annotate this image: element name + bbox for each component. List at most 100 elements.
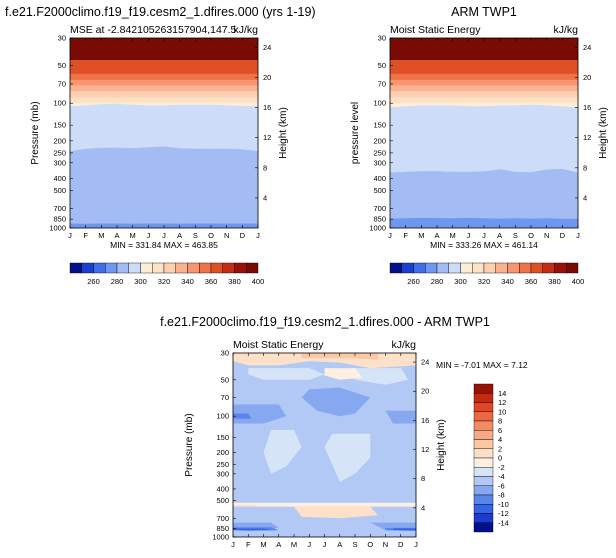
y-tick-label: 150: [373, 121, 386, 130]
chart-title: ARM TWP1: [451, 5, 517, 19]
x-tick-label: S: [193, 231, 198, 240]
x-tick-label: S: [352, 540, 357, 549]
x-tick-label: N: [544, 231, 549, 240]
y-tick-label: 250: [53, 148, 66, 157]
x-tick-label: M: [260, 540, 266, 549]
y-tick-label: 250: [216, 460, 229, 469]
y2-tick-label: 4: [263, 193, 267, 202]
contour-patch: [301, 387, 371, 417]
colorbar-label: 320: [478, 277, 491, 286]
y-tick-label: 850: [373, 215, 386, 224]
y2-tick-label: 4: [421, 503, 425, 512]
y-tick-label: 150: [53, 121, 66, 130]
x-tick-label: N: [383, 540, 388, 549]
colorbar-label: 4: [498, 435, 502, 444]
y-tick-label: 50: [221, 375, 229, 384]
x-tick-label: A: [276, 540, 281, 549]
colorbar-cell: [473, 383, 494, 394]
colorbar-label: 280: [431, 277, 444, 286]
colorbar-cell: [152, 262, 165, 274]
contour-patch: [233, 502, 416, 507]
y-tick-label: 500: [373, 186, 386, 195]
colorbar-cell: [128, 262, 141, 274]
colorbar-cell: [413, 262, 426, 274]
y-tick-label: 100: [216, 412, 229, 421]
y-tick-label: 400: [373, 174, 386, 183]
colorbar-cell: [175, 262, 188, 274]
colorbar-label: -8: [498, 491, 505, 500]
colorbar-cell: [554, 262, 567, 274]
contour-patch: [233, 413, 252, 419]
x-tick-label: J: [162, 231, 166, 240]
colorbar-label: 300: [454, 277, 467, 286]
colorbar-label: 400: [572, 277, 585, 286]
colorbar: 260 280 300 320 340 360 380 400: [69, 262, 264, 286]
y-axis-label: Pressure (mb): [30, 101, 41, 164]
y-tick-label: 1000: [212, 533, 229, 542]
y2-tick-label: 8: [583, 163, 587, 172]
colorbar-cell: [436, 262, 449, 274]
x-tick-label: D: [398, 540, 404, 549]
plot-left-label: Moist Static Energy: [233, 339, 324, 351]
colorbar-cell: [425, 262, 438, 274]
colorbar-cell: [222, 262, 235, 274]
chart-mse-difference: f.e21.F2000climo.f19_f19.cesm2_1.dfires.…: [160, 315, 528, 549]
x-tick-label: J: [388, 231, 392, 240]
plot-area: [390, 38, 578, 228]
x-tick-label: S: [513, 231, 518, 240]
y2-tick-label: 24: [421, 358, 429, 367]
x-tick-label: A: [434, 231, 439, 240]
x-tick-label: A: [337, 540, 342, 549]
plot-left-label: MSE at -2.842105263157904,147.5: [70, 24, 237, 36]
y-tick-label: 200: [373, 136, 386, 145]
y-tick-label: 70: [58, 79, 66, 88]
y-axis-label: pressure level: [350, 102, 361, 164]
colorbar-label: -6: [498, 481, 505, 490]
colorbar-cell: [473, 522, 494, 533]
y-tick-label: 500: [53, 186, 66, 195]
x-tick-label: J: [323, 540, 327, 549]
x-tick-label: F: [83, 231, 88, 240]
y2-tick-label: 20: [421, 387, 429, 396]
colorbar-label: 280: [111, 277, 124, 286]
colorbar-cell: [81, 262, 94, 274]
colorbar-label: 380: [228, 277, 241, 286]
x-tick-label: O: [528, 231, 534, 240]
colorbar-cell: [246, 262, 259, 274]
units-label: kJ/kg: [233, 24, 258, 36]
y2-tick-label: 4: [583, 193, 587, 202]
y2-tick-label: 16: [583, 103, 591, 112]
chart-arm-twp1-mse: ARM TWP1 Moist Static Energy kJ/kg J F M A M J J A…: [350, 5, 609, 286]
colorbar-cell: [495, 262, 508, 274]
colorbar-cell: [542, 262, 555, 274]
y-tick-label: 50: [58, 61, 66, 70]
x-tick-label: J: [68, 231, 72, 240]
colorbar-label: -14: [498, 518, 509, 527]
x-tick-label: A: [177, 231, 182, 240]
colorbar-cell: [116, 262, 129, 274]
y2-axis-label: Height (km): [598, 107, 609, 159]
min-max-text: MIN = -7.01 MAX = 7.12: [436, 360, 528, 370]
colorbar: 260 280 300 320 340 360 380 400: [389, 262, 585, 286]
colorbar-label: 12: [498, 398, 506, 407]
y-tick-label: 850: [216, 524, 229, 533]
colorbar-cell: [473, 393, 494, 403]
contour-patch: [248, 368, 325, 380]
colorbar-cell: [507, 262, 520, 274]
chart-title: f.e21.F2000climo.f19_f19.cesm2_1.dfires.…: [5, 5, 316, 19]
contour-patch: [263, 429, 302, 474]
y-tick-label: 50: [378, 61, 386, 70]
y2-axis-label: Height (km): [436, 419, 447, 471]
colorbar-cell: [473, 504, 494, 514]
contour-patch: [233, 404, 287, 424]
x-tick-label: J: [466, 231, 470, 240]
y-tick-label: 100: [373, 99, 386, 108]
y2-tick-label: 12: [421, 445, 429, 454]
colorbar-cell: [473, 457, 494, 468]
contour-band: [390, 168, 578, 228]
y2-tick-label: 16: [263, 103, 271, 112]
colorbar-cell: [473, 420, 494, 431]
colorbar-cell: [472, 262, 485, 274]
colorbar-cell: [473, 494, 494, 505]
